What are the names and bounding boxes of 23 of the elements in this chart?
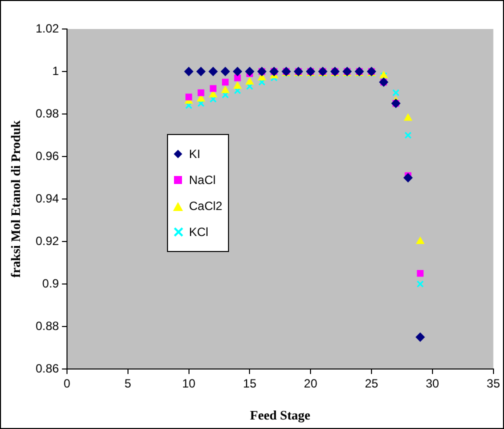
x-tick-label: 25 — [364, 376, 378, 391]
legend-label: KCl — [189, 225, 208, 239]
y-tick-label: 0.86 — [36, 361, 60, 376]
legend-label: NaCl — [189, 173, 216, 187]
x-tick-label: 0 — [64, 376, 71, 391]
x-tick-label: 5 — [124, 376, 132, 391]
x-axis-title: Feed Stage — [250, 408, 311, 423]
x-tick-label: 30 — [426, 376, 440, 391]
x-tick-label: 10 — [182, 376, 196, 391]
x-tick-label: 35 — [486, 376, 500, 391]
y-tick-label: 0.94 — [36, 191, 60, 206]
x-tick-label: 15 — [243, 376, 257, 391]
y-tick-label: 0.9 — [42, 276, 60, 290]
y-tick-label: 0.98 — [36, 106, 60, 120]
y-axis-title: fraksi Mol Etanol di Produk — [8, 120, 24, 278]
y-tick-label: 0.92 — [36, 234, 60, 248]
y-tick-label: 0.96 — [36, 148, 60, 163]
legend-label: CaCl2 — [189, 199, 222, 213]
x-tick-label: 20 — [304, 376, 318, 391]
legend-label: KI — [189, 147, 200, 161]
y-tick-label: 1 — [52, 64, 60, 78]
y-tick-label: 0.88 — [36, 318, 60, 333]
y-tick-label: 1.02 — [36, 21, 60, 36]
